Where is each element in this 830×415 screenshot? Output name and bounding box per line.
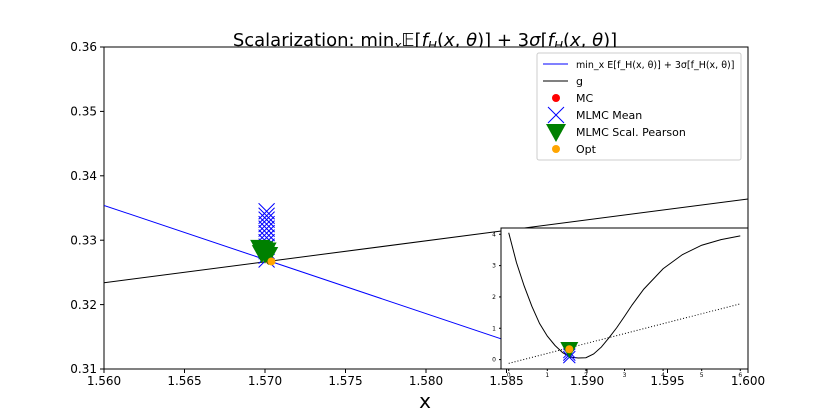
x-tick-label: 4 — [661, 372, 665, 379]
legend-swatch — [552, 94, 560, 102]
inset-frame — [500, 227, 749, 370]
inset-lines-layer — [508, 232, 741, 364]
legend-label: MLMC Scal. Pearson — [576, 126, 686, 139]
x-tick-label: 1.565 — [167, 374, 201, 388]
x-tick-label: 1.600 — [731, 374, 765, 388]
main-y-ticks: 0.31 0.32 0.33 0.34 0.35 0.36 — [70, 40, 104, 376]
main-point-x — [258, 215, 275, 233]
main-series-line-1 — [104, 198, 748, 284]
x-tick-label: 1.590 — [570, 374, 604, 388]
x-tick-label: 2 — [584, 372, 588, 379]
y-tick-label: 4 — [492, 231, 496, 238]
chart-title: Scalarization: minx𝔼[fH(x, θ)] + 3σ[fH(x… — [233, 30, 617, 53]
inset-y-ticks: 0 1 2 3 4 — [492, 231, 501, 364]
legend-swatch — [547, 106, 565, 124]
y-tick-label: 3 — [492, 263, 496, 270]
y-tick-label: 0.32 — [70, 298, 97, 312]
inset-point-circle — [565, 345, 574, 354]
x-tick-label: 0 — [507, 372, 511, 379]
y-tick-label: 0.31 — [70, 362, 97, 376]
chart-title-text: Scalarization: min — [233, 30, 394, 51]
main-markers-layer — [250, 202, 279, 268]
legend-box — [536, 52, 742, 161]
legend-label: min_x E[f_H(x, θ)] + 3σ[f_H(x, θ)] — [576, 60, 734, 71]
main-point-x — [258, 202, 275, 220]
main-point-x — [258, 211, 275, 228]
legend: min_x E[f_H(x, θ)] + 3σ[f_H(x, θ)] g MC MLM… — [536, 52, 742, 161]
legend-label: g — [576, 75, 583, 88]
inset-x-ticks: 0 1 2 3 4 5 6 — [507, 369, 742, 379]
main-point-circle — [267, 257, 276, 266]
x-tick-label: 5 — [700, 372, 704, 379]
inset-series-line-0 — [508, 232, 741, 359]
inset-markers-layer — [560, 342, 579, 364]
main-x-ticks: 1.560 1.565 1.570 1.575 1.580 1.585 1.590 1.595… — [87, 369, 765, 388]
y-tick-label: 2 — [492, 294, 496, 301]
legend-label: MC — [576, 92, 593, 105]
legend-swatch — [546, 124, 566, 142]
x-tick-label: 1.585 — [489, 374, 523, 388]
x-tick-label: 1 — [545, 372, 549, 379]
y-tick-label: 0.34 — [70, 169, 97, 183]
x-tick-label: 1.595 — [650, 374, 684, 388]
x-tick-label: 3 — [623, 372, 627, 379]
inset-series-line-1 — [508, 303, 741, 364]
legend-label: Opt — [576, 143, 597, 156]
main-point-x — [258, 224, 275, 242]
x-tick-label: 1.560 — [87, 374, 121, 388]
x-tick-label: 1.570 — [248, 374, 282, 388]
x-tick-label: 1.580 — [409, 374, 443, 388]
y-tick-label: 0 — [492, 357, 496, 364]
legend-label: MLMC Mean — [576, 109, 642, 122]
main-point-x — [258, 220, 275, 237]
x-tick-label: 6 — [738, 372, 742, 379]
y-tick-label: 1 — [492, 325, 496, 332]
x-axis-label: x — [419, 389, 431, 413]
x-tick-label: 1.575 — [328, 374, 362, 388]
y-tick-label: 0.33 — [70, 233, 97, 247]
main-point-x — [258, 207, 275, 225]
y-tick-label: 0.35 — [70, 105, 97, 119]
legend-swatch — [552, 145, 560, 153]
main-point-triangle-down — [258, 247, 279, 266]
y-tick-label: 0.36 — [70, 40, 97, 54]
